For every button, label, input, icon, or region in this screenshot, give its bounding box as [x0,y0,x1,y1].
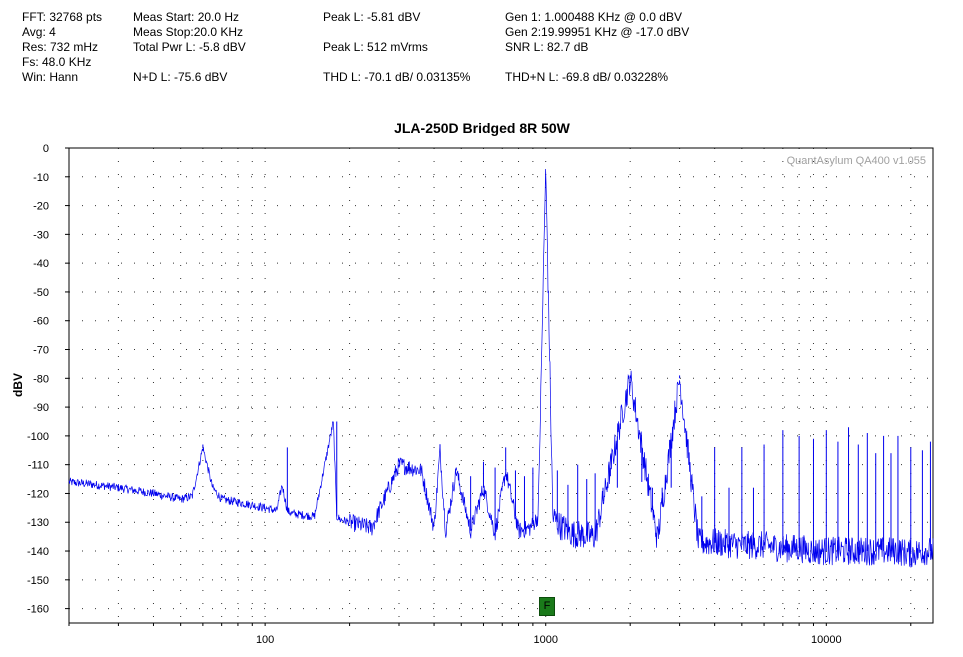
y-tick-label: -50 [33,287,49,299]
stat-peak-mvrms: Peak L: 512 mVrms [323,40,428,54]
axes [65,147,934,626]
y-tick-label: -130 [27,517,49,529]
stat-total-pwr: Total Pwr L: -5.8 dBV [133,40,246,54]
y-tick-label: -30 [33,229,49,241]
y-tick-label: -90 [33,402,49,414]
y-tick-label: -80 [33,373,49,385]
y-tick-label: -160 [27,604,49,616]
stat-gen1: Gen 1: 1.000488 KHz @ 0.0 dBV [505,10,682,24]
x-tick-labels: 100 1000 10000 [256,634,842,646]
stat-peak-dbv: Peak L: -5.81 dBV [323,10,421,24]
fundamental-marker[interactable]: F [539,597,555,616]
stat-res: Res: 732 mHz [22,40,99,54]
y-tick-label: -70 [33,345,49,357]
stat-avg: Avg: 4 [22,25,56,39]
stat-fft: FFT: 32768 pts [22,10,103,24]
y-tick-label: -150 [27,575,49,587]
x-tick-label: 1000 [533,634,557,646]
series-layer [68,168,934,568]
y-tick-label: -120 [27,488,49,500]
x-tick-label: 10000 [811,634,842,646]
watermark-text: QuantAsylum QA400 v1.055 [787,155,926,167]
stat-thd: THD L: -70.1 dB/ 0.03135% [323,70,471,84]
chart-title: JLA-250D Bridged 8R 50W [394,120,571,136]
y-tick-label: -10 [33,172,49,184]
stat-thdn: THD+N L: -69.8 dB/ 0.03228% [505,70,669,84]
spectrum-trace [68,168,934,568]
y-tick-label: -20 [33,201,49,213]
stat-win: Win: Hann [22,70,79,84]
y-tick-label: 0 [43,143,49,155]
y-tick-label: -140 [27,546,49,558]
stat-fs: Fs: 48.0 KHz [22,55,92,69]
stat-nd: N+D L: -75.6 dBV [133,70,228,84]
y-tick-label: -110 [28,460,49,472]
stat-snr: SNR L: 82.7 dB [505,40,589,54]
plot-frame [68,147,934,624]
y-tick-label: -40 [33,258,49,270]
y-tick-labels: 0 -10 -20 -30 -40 -50 -60 -70 -80 -90 -100 -110 -120… [27,143,49,616]
stat-meas-start: Meas Start: 20.0 Hz [133,10,240,24]
x-tick-label: 100 [256,634,274,646]
stat-meas-stop: Meas Stop:20.0 KHz [133,25,244,39]
y-axis-label: dBV [11,373,25,397]
stat-gen2: Gen 2:19.99951 KHz @ -17.0 dBV [505,25,690,39]
y-tick-label: -100 [27,431,49,443]
y-tick-label: -60 [33,316,49,328]
